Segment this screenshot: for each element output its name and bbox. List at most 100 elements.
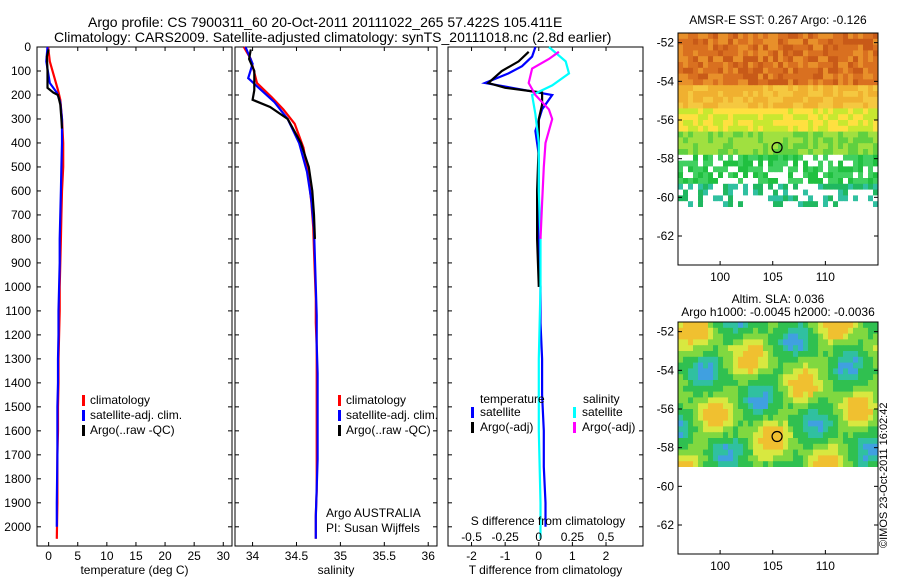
map-cell [798,218,804,225]
map-cell [678,166,684,173]
map-cell [788,374,794,381]
legend-swatch [471,407,474,418]
map-cell [773,356,779,364]
map-cell [748,96,754,104]
map-cell [758,108,764,115]
map-cell [823,183,829,191]
map-cell [773,519,779,526]
map-cell [708,542,714,549]
map-cell [718,501,724,509]
map-cell [873,403,879,410]
map-cell [788,414,794,422]
map-cell [873,207,879,214]
map-cell [728,403,734,410]
map-cell [743,356,749,364]
map-cell [773,472,779,480]
series-line [244,46,319,539]
map-cell [713,443,719,451]
map-cell [743,519,749,526]
map-cell [703,467,709,474]
map-cell [693,391,699,398]
map-cell [868,91,874,98]
map-cell [803,178,809,185]
map-cell [718,108,724,115]
map-cell [713,467,719,474]
map-cell [853,351,859,358]
map-cell [823,50,829,57]
map-cell [728,154,734,162]
map-cell [738,154,744,162]
map-cell [738,414,744,422]
map-cell [843,380,849,387]
map-cell [853,339,859,346]
map-cell [818,484,824,491]
map-cell [848,102,854,109]
map-cell [683,339,689,346]
map-cell [738,327,744,335]
plot-frame [36,46,233,547]
map-cell [758,120,764,127]
map-cell [773,195,779,202]
map-cell [758,333,764,340]
map-cell [703,432,709,439]
map-cell [873,426,879,433]
map-cell [778,490,784,497]
map-cell [713,44,719,51]
map-cell [723,102,729,109]
map-cell [733,496,739,503]
map-cell [863,207,869,214]
map-cell [783,160,789,167]
map-cell [833,224,839,231]
map-cell [813,218,819,225]
map-cell [803,96,809,104]
map-cell [743,201,749,208]
map-cell [778,362,784,369]
map-cell [778,327,784,335]
map-cell [723,178,729,185]
map-cell [868,385,874,393]
map-cell [738,247,744,254]
map-cell [678,230,684,237]
map-cell [833,96,839,104]
map-cell [783,259,789,266]
map-cell [858,172,864,179]
map-cell [728,467,734,474]
map-cell [753,327,759,335]
map-cell [693,484,699,491]
map-cell [823,160,829,167]
map-cell [828,472,834,480]
map-cell [683,224,689,231]
map-cell [838,102,844,109]
map-cell [818,241,824,249]
map-cell [703,391,709,398]
map-cell [753,247,759,254]
map-cell [728,50,734,57]
map-cell [683,79,689,86]
map-cell [828,73,834,80]
map-cell [833,333,839,340]
map-cell [818,131,824,138]
map-cell [873,478,879,485]
map-cell [828,351,834,358]
map-cell [768,120,774,127]
map-cell [873,201,879,208]
map-cell [723,542,729,549]
map-cell [743,253,749,260]
map-cell [863,467,869,474]
map-cell [768,91,774,98]
map-cell [838,438,844,445]
map-cell [678,519,684,526]
map-cell [808,38,814,46]
map-cell [863,79,869,86]
map-cell [683,351,689,358]
map-cell [793,102,799,109]
map-cell [858,160,864,167]
map-cell [703,438,709,445]
map-cell [778,409,784,416]
map-cell [868,56,874,63]
map-cell [758,519,764,526]
map-cell [688,542,694,549]
map-cell [863,362,869,369]
map-cell [848,183,854,191]
map-cell [718,102,724,109]
